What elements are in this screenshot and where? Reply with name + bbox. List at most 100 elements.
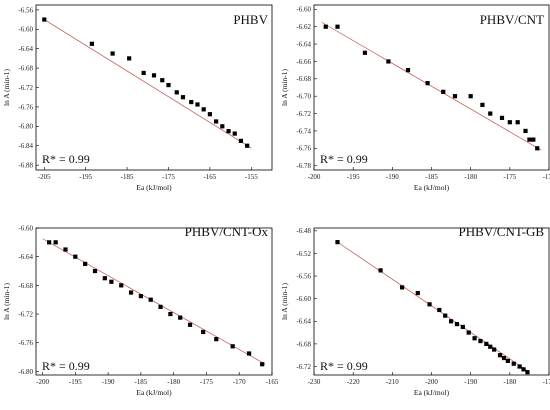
data-point bbox=[148, 297, 153, 302]
data-point bbox=[226, 129, 231, 134]
y-tick-label: -6.64 bbox=[296, 318, 311, 326]
panel-3: -200 -195 -190 -185 -180 -175 -170 -165 -6.80 -6.… bbox=[2, 224, 279, 397]
data-point bbox=[386, 59, 391, 64]
x-tick-label: -200 bbox=[308, 173, 321, 181]
y-tick-label: -6.68 bbox=[18, 282, 33, 290]
data-point bbox=[501, 355, 507, 361]
y-tick-label: -6.68 bbox=[296, 75, 311, 83]
x-tick-label: -180 bbox=[464, 173, 477, 181]
data-point bbox=[468, 94, 473, 99]
data-point bbox=[484, 341, 489, 347]
x-tick-label: -200 bbox=[425, 378, 438, 386]
data-point bbox=[73, 254, 78, 259]
x-tick-label: -170 bbox=[543, 173, 550, 181]
data-point bbox=[42, 17, 47, 22]
data-point bbox=[492, 347, 497, 352]
data-point bbox=[525, 370, 530, 375]
y-tick-label: -6.56 bbox=[296, 272, 311, 280]
r-squared-annotation: R* = 0.99 bbox=[42, 359, 90, 373]
x-tick-label: -220 bbox=[347, 378, 360, 386]
data-point bbox=[47, 240, 52, 245]
y-tick-label: -6.80 bbox=[18, 368, 33, 376]
x-tick-label: -170 bbox=[543, 378, 550, 386]
r-squared-annotation: R* = 0.99 bbox=[320, 152, 368, 166]
data-point bbox=[400, 285, 405, 290]
y-tick-label: -6.88 bbox=[18, 162, 33, 170]
data-point bbox=[201, 107, 206, 112]
data-point bbox=[443, 313, 448, 318]
x-tick-label: -175 bbox=[162, 173, 175, 181]
r-squared-annotation: R* = 0.99 bbox=[42, 152, 90, 166]
data-point bbox=[466, 330, 471, 335]
data-point bbox=[232, 131, 237, 136]
data-point bbox=[505, 358, 510, 363]
data-point bbox=[378, 268, 383, 273]
plot-frame bbox=[35, 227, 273, 376]
data-point bbox=[119, 283, 124, 288]
y-tick-label: -6.56 bbox=[18, 6, 33, 14]
panel-1: -205 -195 -185 -175 -165 -155 -6.88 -6.84 -6.80 -… bbox=[2, 4, 273, 192]
data-point bbox=[335, 240, 340, 245]
y-tick-label: -6.64 bbox=[296, 40, 311, 48]
data-point bbox=[168, 311, 173, 317]
data-point bbox=[515, 120, 520, 125]
y-tick-label: -6.80 bbox=[18, 123, 33, 131]
data-point bbox=[460, 324, 465, 330]
y-tick-label: -6.64 bbox=[18, 45, 33, 53]
y-tick-label: -6.60 bbox=[296, 6, 311, 14]
y-tick-label: -6.60 bbox=[18, 26, 33, 34]
fit-line bbox=[42, 238, 266, 365]
fit-line bbox=[337, 241, 530, 373]
data-point bbox=[174, 90, 179, 95]
x-tick-label: -180 bbox=[167, 378, 180, 386]
panel-2: -200 -195 -190 -185 -180 -175 -170 -6.78 -6.76 -6… bbox=[280, 4, 550, 192]
data-point bbox=[109, 279, 114, 284]
data-point bbox=[220, 124, 225, 129]
x-tick-label: -170 bbox=[233, 378, 246, 386]
x-tick-label: -200 bbox=[36, 378, 49, 386]
data-point bbox=[214, 119, 219, 124]
data-point bbox=[110, 51, 115, 56]
data-point bbox=[201, 329, 206, 335]
data-point bbox=[472, 336, 477, 341]
data-point bbox=[128, 290, 134, 295]
data-point bbox=[521, 367, 526, 372]
panel-title: PHBV/CNT-GB bbox=[459, 224, 545, 239]
y-tick-label: -6.72 bbox=[18, 310, 33, 318]
data-point bbox=[527, 137, 532, 142]
x-tick-label: -175 bbox=[503, 173, 516, 181]
data-point bbox=[230, 344, 235, 349]
data-point bbox=[362, 50, 368, 55]
plot-frame bbox=[313, 4, 550, 171]
x-axis-label: Ea (kJ/mol) bbox=[136, 388, 172, 397]
x-tick-label: -205 bbox=[38, 173, 51, 181]
data-point bbox=[437, 307, 442, 313]
y-tick-label: -6.74 bbox=[296, 127, 311, 135]
y-tick-label: -6.72 bbox=[296, 110, 311, 118]
data-point bbox=[405, 68, 411, 73]
y-tick-label: -6.76 bbox=[296, 145, 311, 153]
y-tick-label: -6.66 bbox=[296, 58, 311, 66]
y-axis-label: ln A (min-1) bbox=[2, 68, 11, 106]
y-tick-label: -6.64 bbox=[18, 253, 33, 261]
data-point bbox=[323, 24, 328, 29]
data-point bbox=[507, 120, 512, 125]
y-tick-label: -6.76 bbox=[18, 103, 33, 111]
y-tick-label: -6.62 bbox=[296, 23, 311, 31]
y-tick-label: -6.72 bbox=[18, 84, 33, 92]
data-point bbox=[415, 290, 420, 296]
data-point bbox=[92, 268, 98, 274]
data-point bbox=[151, 73, 157, 78]
data-point bbox=[452, 94, 458, 99]
data-point bbox=[245, 143, 250, 148]
y-tick-label: -6.68 bbox=[18, 64, 33, 72]
data-point bbox=[187, 322, 193, 327]
data-point bbox=[127, 56, 132, 61]
panel-4: -230 -220 -210 -200 -190 -180 -170 -6.72 -6.68 -6… bbox=[280, 224, 550, 397]
data-point bbox=[238, 138, 244, 143]
panel-title: PHBV/CNT bbox=[480, 12, 544, 27]
data-point bbox=[425, 81, 430, 86]
x-axis-label: Ea (kJ/mol) bbox=[136, 183, 172, 192]
data-point bbox=[207, 112, 212, 117]
data-point bbox=[189, 99, 194, 105]
